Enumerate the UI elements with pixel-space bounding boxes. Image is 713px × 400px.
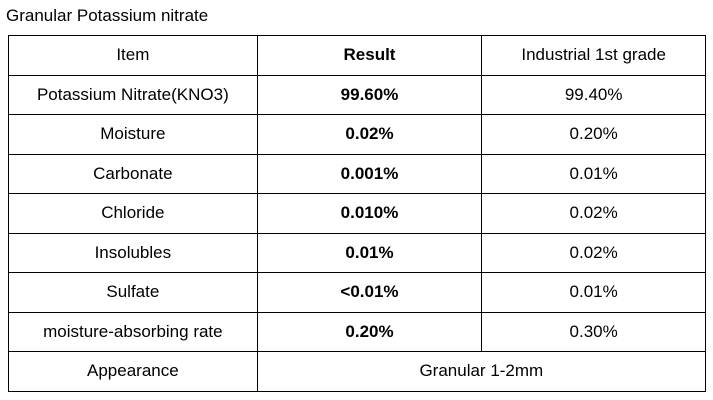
table-row: Appearance Granular 1-2mm: [8, 351, 707, 392]
spec-table: Item Result Industrial 1st grade Potassium …: [8, 35, 707, 392]
table-cell: Insolubles: [8, 232, 258, 273]
table-cell: Carbonate: [8, 153, 258, 194]
table-cell: <0.01%: [256, 272, 483, 313]
table-cell: moisture-absorbing rate: [8, 311, 258, 352]
table-cell: 0.001%: [256, 153, 483, 194]
table-cell: Sulfate: [8, 272, 258, 313]
table-body: Item Result Industrial 1st grade Potassium …: [8, 35, 707, 392]
table-row: moisture-absorbing rate 0.20% 0.30%: [8, 311, 706, 352]
title: Granular Potassium nitrate: [6, 6, 209, 25]
table-cell: 0.01%: [256, 232, 483, 273]
table-row: Carbonate 0.001% 0.01%: [8, 153, 706, 194]
table-cell: 0.02%: [481, 232, 706, 273]
table-cell: Moisture: [8, 114, 258, 155]
table-cell: 0.02%: [256, 114, 483, 155]
table-cell: 0.30%: [481, 311, 706, 352]
table-cell: Appearance: [8, 351, 258, 392]
table-cell: 0.010%: [256, 193, 483, 234]
table-cell: Industrial 1st grade: [481, 35, 706, 76]
table-cell: Result: [256, 35, 483, 76]
table-cell: Granular 1-2mm: [256, 351, 707, 392]
table-row: Item Result Industrial 1st grade: [8, 35, 706, 76]
table-cell: 0.01%: [481, 153, 706, 194]
table-cell: Item: [8, 35, 258, 76]
table-cell: 0.20%: [256, 311, 483, 352]
table-row: Moisture 0.02% 0.20%: [8, 114, 706, 155]
table-row: Chloride 0.010% 0.02%: [8, 193, 706, 234]
table-cell: Chloride: [8, 193, 258, 234]
table-row: Potassium Nitrate(KNO3) 99.60% 99.40%: [8, 74, 706, 115]
table-cell: Potassium Nitrate(KNO3): [8, 74, 258, 115]
table-cell: 0.20%: [481, 114, 706, 155]
table-cell: 99.40%: [481, 74, 706, 115]
table-row: Insolubles 0.01% 0.02%: [8, 232, 706, 273]
table-cell: 0.01%: [481, 272, 706, 313]
table-cell: 0.02%: [481, 193, 706, 234]
table-row: Sulfate <0.01% 0.01%: [8, 272, 706, 313]
table-cell: 99.60%: [256, 74, 483, 115]
